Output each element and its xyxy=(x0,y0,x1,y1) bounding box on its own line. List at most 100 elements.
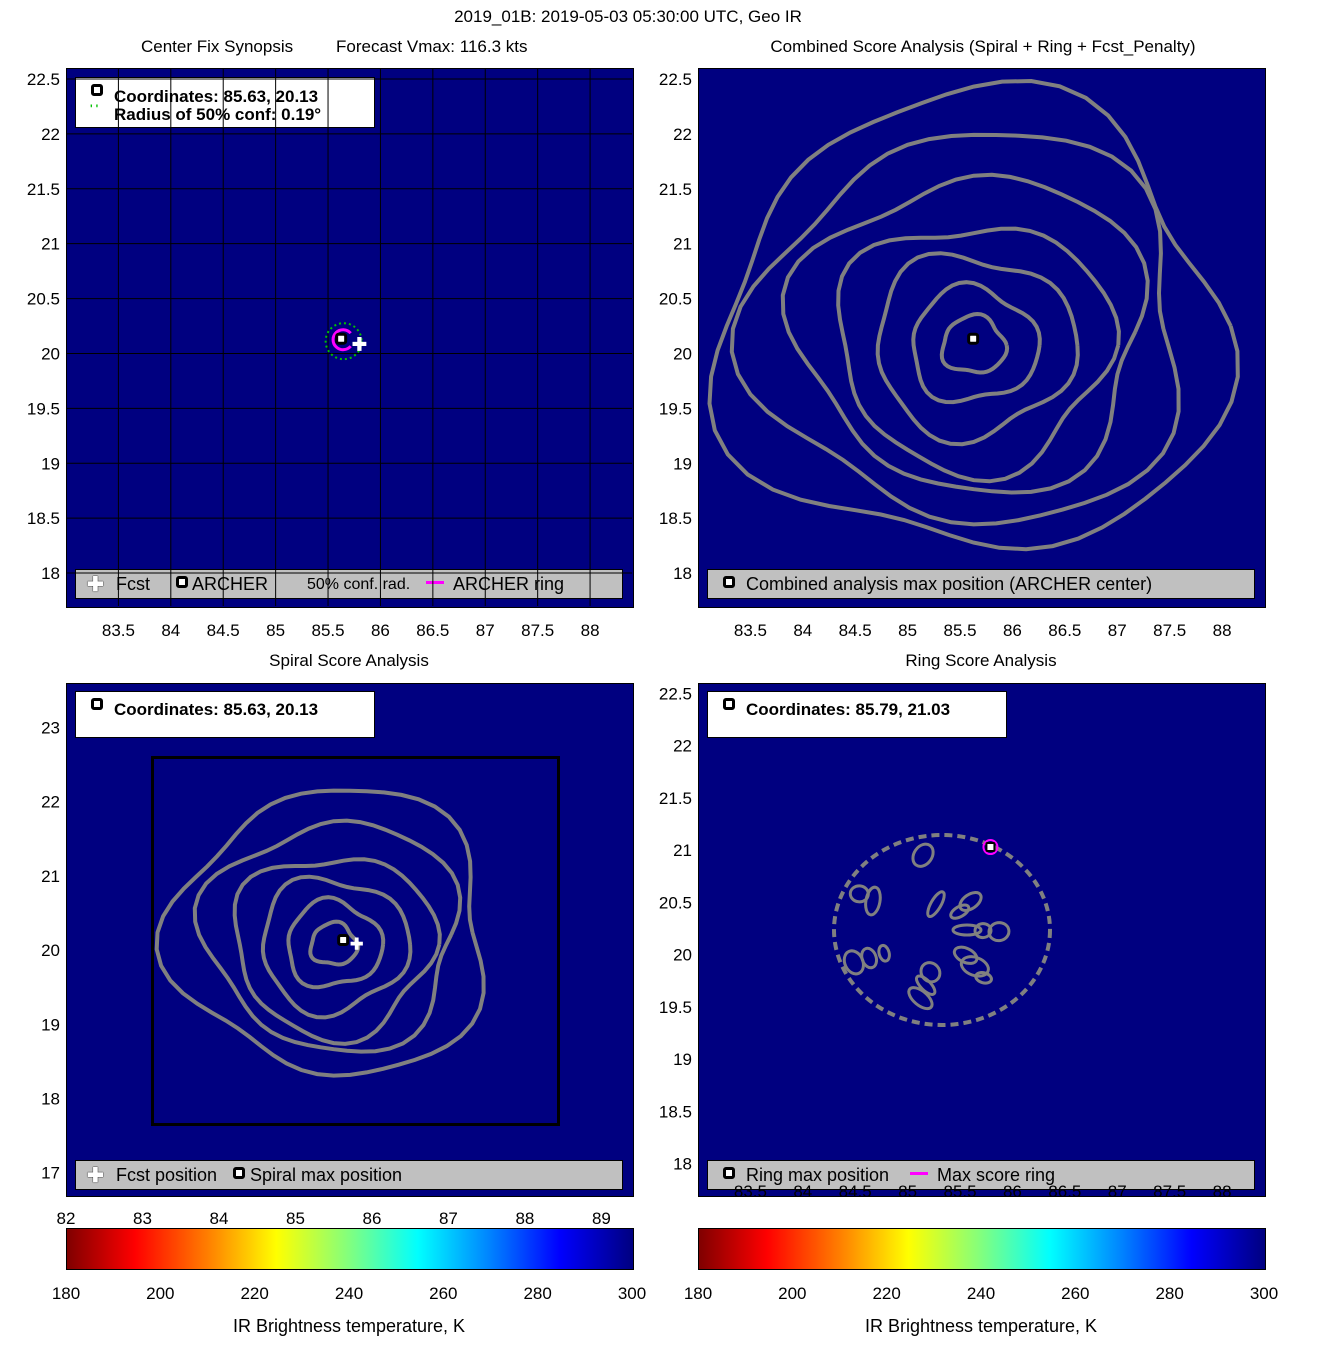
spiral-title: Spiral Score Analysis xyxy=(269,651,429,670)
x-tick-label: 87 xyxy=(476,621,495,640)
y-tick-label: 20.5 xyxy=(27,290,60,309)
x-tick-label: 85.5 xyxy=(311,621,344,640)
legend-spiral-max: Spiral max position xyxy=(250,1165,403,1185)
colorbar-tick-label: 220 xyxy=(872,1284,900,1303)
y-tick-label: 22.5 xyxy=(27,70,60,89)
y-tick-label: 19 xyxy=(41,454,60,473)
ring-title: Ring Score Analysis xyxy=(905,651,1057,670)
x-tick-label: 85 xyxy=(266,621,285,640)
x-tick-label: 87.5 xyxy=(521,621,554,640)
y-tick-label: 20 xyxy=(41,941,60,960)
y-tick-label: 21 xyxy=(673,235,692,254)
synopsis-title: Center Fix Synopsis xyxy=(141,37,294,56)
x-tick-label: 86.5 xyxy=(1048,621,1081,640)
colorbar-tick-label: 260 xyxy=(1061,1284,1089,1303)
x-tick-label: 85 xyxy=(898,621,917,640)
y-tick-label: 23 xyxy=(41,719,60,738)
x-tick-label: 83 xyxy=(133,1209,152,1228)
x-tick-label: 84 xyxy=(793,621,812,640)
spiral-coordinates: Coordinates: 85.63, 20.13 xyxy=(114,700,319,719)
x-tick-label: 84.5 xyxy=(839,621,872,640)
y-tick-label: 22 xyxy=(41,125,60,144)
y-tick-label: 17 xyxy=(41,1164,60,1183)
y-tick-label: 18.5 xyxy=(659,509,692,528)
figure-title: 2019_01B: 2019-05-03 05:30:00 UTC, Geo I… xyxy=(454,7,802,26)
y-tick-label: 20 xyxy=(673,946,692,965)
y-tick-label: 19.5 xyxy=(659,998,692,1017)
y-tick-label: 19 xyxy=(673,454,692,473)
x-tick-label: 86 xyxy=(371,621,390,640)
archer-marker-icon xyxy=(91,84,103,96)
y-tick-label: 22 xyxy=(673,737,692,756)
confidence-marker-icon: ' ' xyxy=(90,103,99,115)
y-tick-label: 20 xyxy=(41,344,60,363)
x-tick-label: 85 xyxy=(286,1209,305,1228)
y-tick-label: 18.5 xyxy=(27,509,60,528)
x-tick-label: 88 xyxy=(581,621,600,640)
y-tick-label: 21 xyxy=(41,867,60,886)
y-tick-label: 20.5 xyxy=(659,290,692,309)
legend-archer-ring: ARCHER ring xyxy=(453,574,565,594)
legend-fcst-position: Fcst position xyxy=(116,1165,218,1185)
colorbar-right xyxy=(698,1228,1266,1270)
y-tick-label: 22 xyxy=(41,793,60,812)
spiral-legend: ✚ Fcst position Spiral max position xyxy=(75,1160,623,1190)
combined-title: Combined Score Analysis (Spiral + Ring +… xyxy=(770,37,1196,56)
y-tick-label: 19 xyxy=(673,1050,692,1069)
synopsis-vmax-title: Forecast Vmax: 116.3 kts xyxy=(336,37,528,56)
spiral-max-icon xyxy=(233,1167,245,1179)
synopsis-coordinates: Coordinates: 85.63, 20.13 xyxy=(114,87,319,106)
combined-max-icon xyxy=(723,576,735,588)
x-tick-label: 82 xyxy=(57,1209,76,1228)
search-box xyxy=(151,756,560,1126)
y-tick-label: 18 xyxy=(41,1090,60,1109)
x-tick-label: 84 xyxy=(161,621,180,640)
archer-legend-icon xyxy=(176,576,188,588)
y-tick-label: 21.5 xyxy=(659,789,692,808)
x-tick-label: 87 xyxy=(439,1209,458,1228)
ring-plot xyxy=(698,683,1266,1197)
y-tick-label: 22.5 xyxy=(659,684,692,703)
x-tick-label: 86.5 xyxy=(416,621,449,640)
ring-marker-icon xyxy=(723,698,735,710)
archer-ring-line-icon xyxy=(426,581,444,584)
x-tick-label: 84 xyxy=(210,1209,229,1228)
x-tick-label: 86 xyxy=(362,1209,381,1228)
synopsis-legend: ✚ Fcst ARCHER 50% conf. rad. ARCHER ring xyxy=(75,569,623,599)
y-tick-label: 18 xyxy=(673,1155,692,1174)
synopsis-info-box: Coordinates: 85.63, 20.13 ' ' Radius of … xyxy=(75,77,375,128)
y-tick-label: 22 xyxy=(673,125,692,144)
y-tick-label: 19.5 xyxy=(659,399,692,418)
y-tick-label: 21 xyxy=(673,841,692,860)
legend-archer: ARCHER xyxy=(192,574,269,594)
x-tick-label: 86 xyxy=(1003,621,1022,640)
colorbar-tick-label: 220 xyxy=(240,1284,268,1303)
ring-coordinates: Coordinates: 85.79, 21.03 xyxy=(746,700,951,719)
colorbar-tick-label: 260 xyxy=(429,1284,457,1303)
max-score-ring-line-icon xyxy=(910,1172,928,1175)
colorbar-label-left: IR Brightness temperature, K xyxy=(232,1316,466,1336)
colorbar-tick-label: 280 xyxy=(523,1284,551,1303)
ring-legend: Ring max position Max score ring xyxy=(707,1160,1255,1190)
y-tick-label: 20.5 xyxy=(659,893,692,912)
spiral-info-box: Coordinates: 85.63, 20.13 xyxy=(75,691,375,738)
colorbar-label-right: IR Brightness temperature, K xyxy=(864,1316,1098,1336)
combined-legend: Combined analysis max position (ARCHER c… xyxy=(707,569,1255,599)
legend-ring-max: Ring max position xyxy=(746,1165,890,1185)
y-tick-label: 18 xyxy=(41,564,60,583)
x-tick-label: 88 xyxy=(515,1209,534,1228)
x-tick-label: 87 xyxy=(1108,621,1127,640)
colorbar-tick-label: 300 xyxy=(1250,1284,1278,1303)
colorbar-tick-label: 180 xyxy=(684,1284,712,1303)
colorbar-left xyxy=(66,1228,634,1270)
y-tick-label: 20 xyxy=(673,344,692,363)
synopsis-radius: Radius of 50% conf: 0.19° xyxy=(114,105,322,124)
spiral-plot xyxy=(66,683,634,1197)
y-tick-label: 21 xyxy=(41,235,60,254)
x-tick-label: 85.5 xyxy=(943,621,976,640)
legend-max-score-ring: Max score ring xyxy=(937,1165,1056,1185)
y-tick-label: 21.5 xyxy=(659,180,692,199)
y-tick-label: 18.5 xyxy=(659,1102,692,1121)
synopsis-plot xyxy=(66,68,634,608)
colorbar-tick-label: 240 xyxy=(335,1284,363,1303)
